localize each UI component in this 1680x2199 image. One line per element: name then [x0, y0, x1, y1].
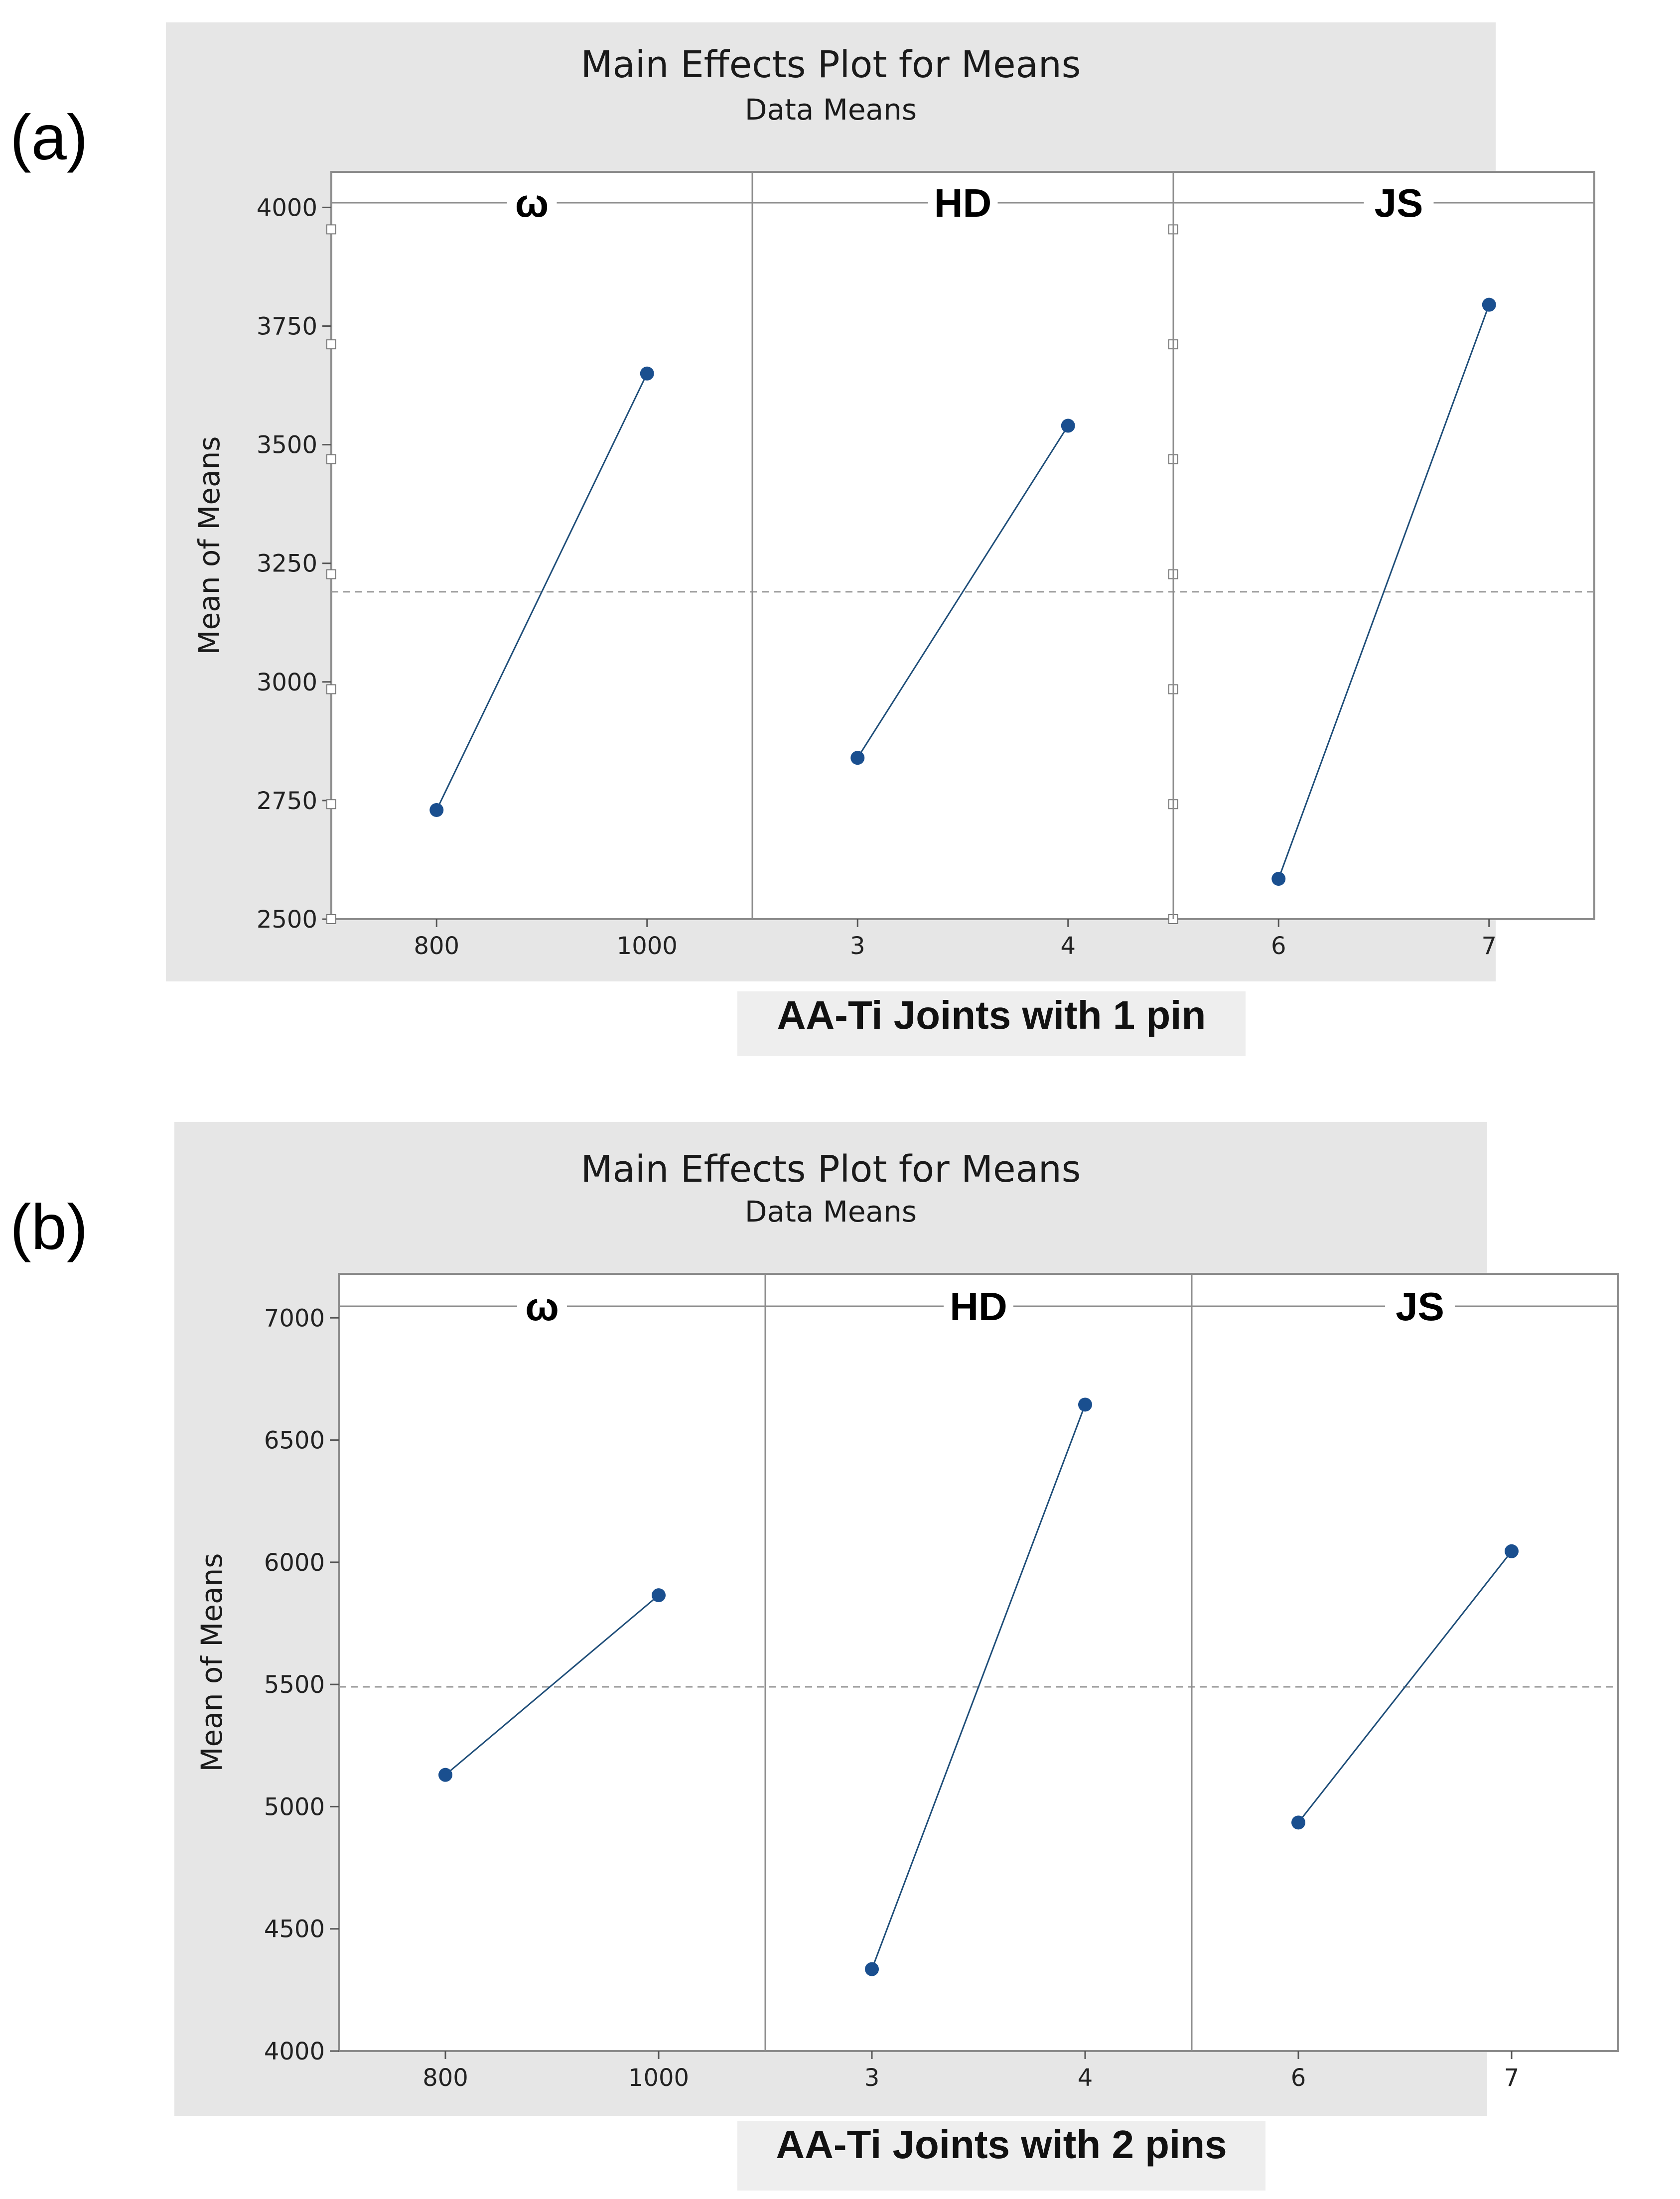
- data-point: [1271, 872, 1286, 886]
- facet-title: JS: [1375, 181, 1423, 225]
- facet-mean-line: [856, 425, 1069, 758]
- plot-area: [330, 171, 1595, 920]
- figure-a: (a) Main Effects Plot for Means Data Means…: [10, 22, 1595, 1056]
- y-tick-label: 6500: [264, 1427, 325, 1455]
- x-tick-label: 7: [1504, 2064, 1520, 2092]
- y-tick-label: 2750: [257, 787, 317, 815]
- x-tick-label: 6: [1291, 2064, 1306, 2092]
- y-tick-label: 4500: [264, 1916, 325, 1943]
- main-effects-chart-b: (b) Main Effects Plot for Means Data Means…: [10, 1122, 1619, 2191]
- axis-handle-marker: [326, 224, 336, 235]
- data-point: [1505, 1544, 1519, 1558]
- facet-header-mask: [928, 175, 998, 223]
- y-tick-label: 2500: [257, 906, 317, 934]
- facet-header-mask: [507, 175, 557, 223]
- caption-background: [737, 991, 1246, 1056]
- facet-header-mask: [1385, 1279, 1455, 1326]
- data-point: [438, 1768, 452, 1782]
- data-point: [429, 803, 444, 817]
- figure-caption: AA-Ti Joints with 1 pin: [777, 993, 1206, 1037]
- axis-handle-marker: [326, 684, 336, 694]
- facet-mean-line: [1297, 1550, 1513, 1823]
- data-point: [1061, 418, 1075, 433]
- chart-subtitle: Data Means: [745, 1195, 917, 1229]
- facet-header-mask: [944, 1279, 1013, 1326]
- y-tick-label: 3750: [257, 313, 317, 341]
- facet-title: JS: [1396, 1284, 1444, 1329]
- y-tick-label: 5000: [264, 1793, 325, 1821]
- facet-header-mask: [1364, 175, 1434, 223]
- x-tick-label: 4: [1060, 932, 1076, 960]
- x-tick-label: 4: [1078, 2064, 1093, 2092]
- x-tick-label: 7: [1481, 932, 1497, 960]
- facet-title: HD: [934, 181, 992, 225]
- plot-area: [338, 1273, 1619, 2052]
- y-tick-label: 4000: [264, 2038, 325, 2065]
- data-point: [865, 1962, 879, 1976]
- y-tick-label: 5500: [264, 1671, 325, 1699]
- y-tick-label: 7000: [264, 1304, 325, 1332]
- facet-mean-line: [1277, 304, 1490, 879]
- chart-title: Main Effects Plot for Means: [581, 1148, 1081, 1191]
- facet-title: ω: [515, 181, 549, 225]
- data-point: [640, 366, 654, 381]
- data-point: [652, 1588, 666, 1603]
- figure-b: (b) Main Effects Plot for Means Data Means…: [0, 1100, 1680, 2199]
- data-point: [1482, 297, 1496, 312]
- x-tick-label: 3: [850, 932, 865, 960]
- y-tick-label: 6000: [264, 1549, 325, 1577]
- main-effects-chart-a: (a) Main Effects Plot for Means Data Means…: [10, 22, 1595, 1056]
- data-point: [1291, 1815, 1305, 1830]
- facet-header-mask: [517, 1279, 567, 1326]
- chart-subtitle: Data Means: [745, 93, 917, 127]
- data-point: [850, 751, 865, 765]
- caption-background: [737, 2121, 1265, 2191]
- data-point: [1078, 1397, 1092, 1412]
- axis-handle-marker: [326, 914, 336, 924]
- x-tick-label: 3: [864, 2064, 880, 2092]
- y-tick-label: 3250: [257, 550, 317, 578]
- y-axis-label: Mean of Means: [192, 436, 226, 655]
- y-tick-label: 3000: [257, 669, 317, 696]
- x-tick-label: 800: [414, 932, 459, 960]
- figure-caption: AA-Ti Joints with 2 pins: [776, 2122, 1227, 2167]
- y-tick-label: 4000: [257, 194, 317, 222]
- axis-handle-marker: [326, 454, 336, 464]
- axis-handle-marker: [326, 799, 336, 810]
- panel-label: (a): [10, 102, 88, 173]
- panel-label: (b): [10, 1192, 88, 1263]
- axis-handle-marker: [326, 569, 336, 579]
- y-axis-label: Mean of Means: [195, 1553, 229, 1772]
- x-tick-label: 6: [1271, 932, 1286, 960]
- x-tick-label: 800: [422, 2064, 468, 2092]
- facet-mean-line: [871, 1404, 1086, 1970]
- x-tick-label: 1000: [628, 2064, 689, 2092]
- y-tick-label: 3500: [257, 431, 317, 459]
- facet-title: ω: [525, 1284, 559, 1329]
- facet-mean-line: [445, 1594, 659, 1776]
- x-tick-label: 1000: [617, 932, 678, 960]
- chart-title: Main Effects Plot for Means: [581, 43, 1081, 86]
- axis-handle-marker: [326, 339, 336, 350]
- facet-mean-line: [435, 373, 648, 811]
- facet-title: HD: [950, 1284, 1007, 1329]
